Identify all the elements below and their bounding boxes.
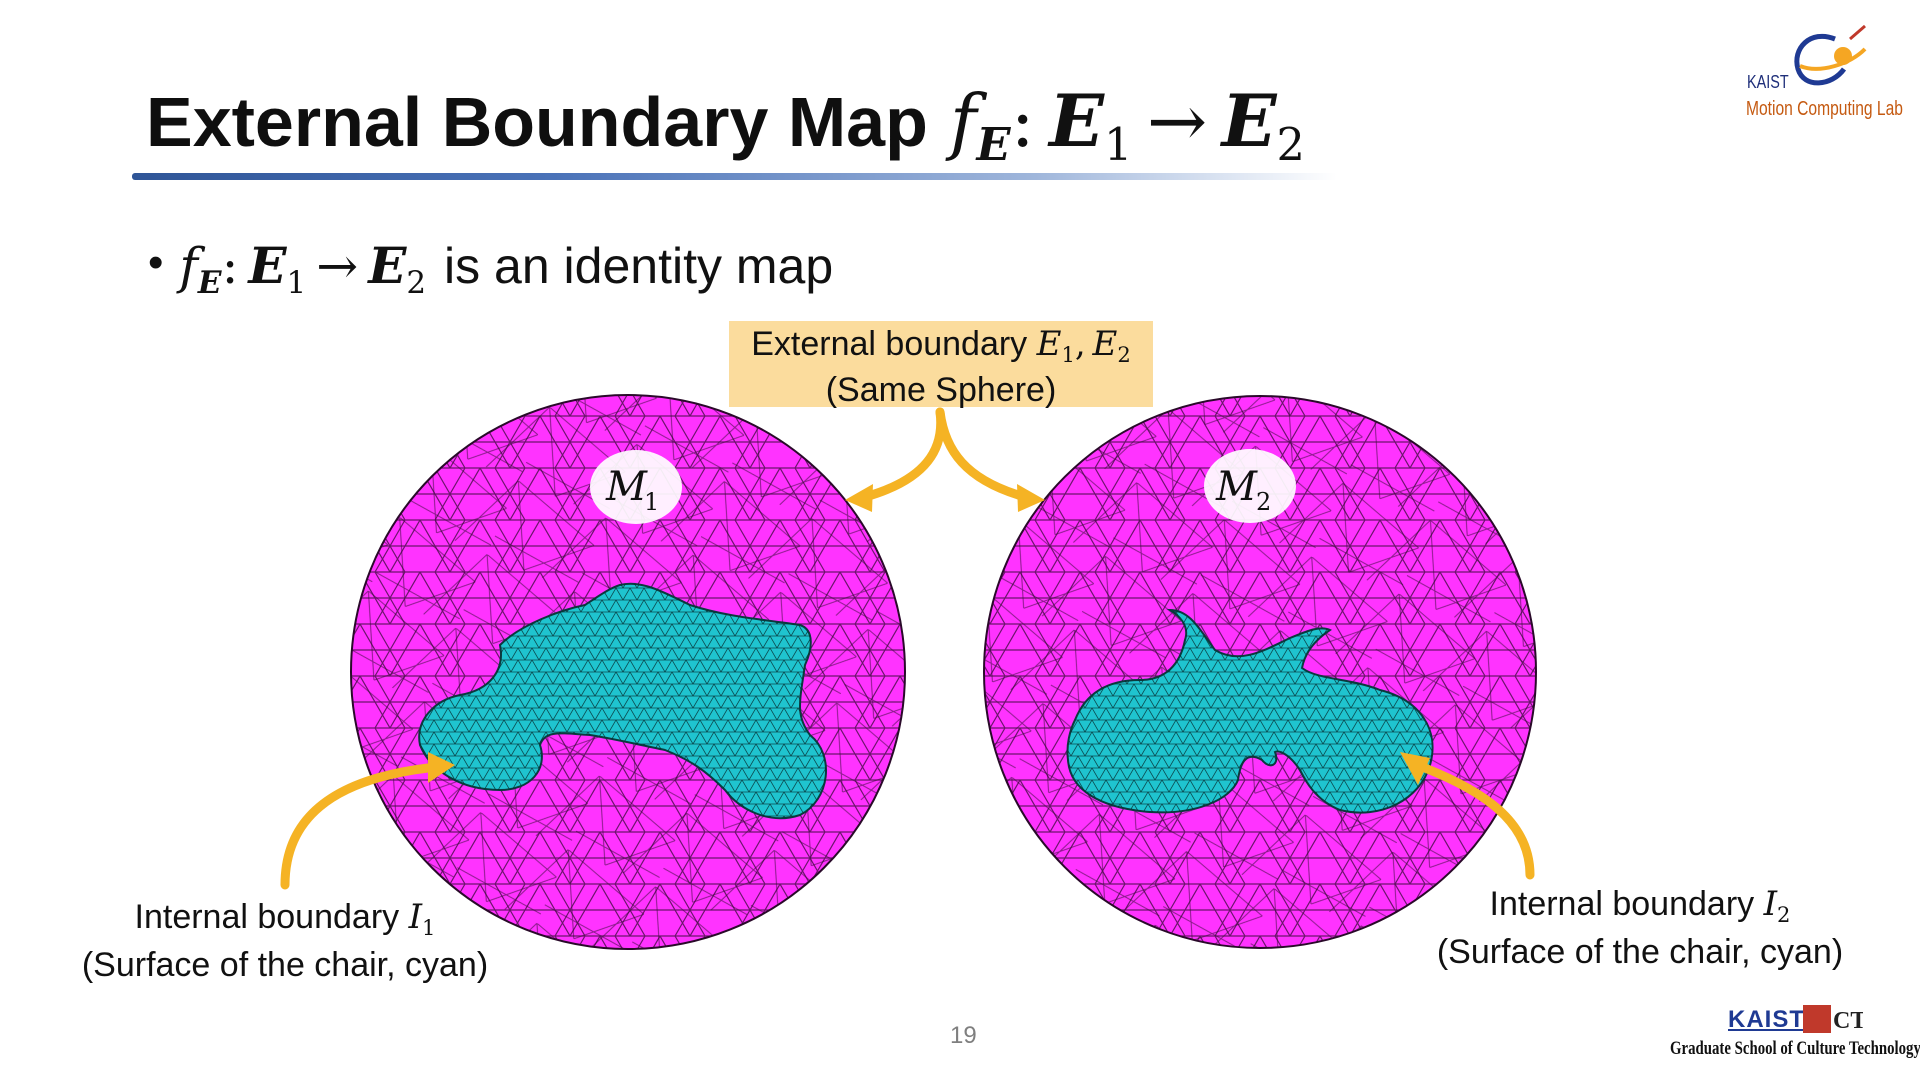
title-domain-sub: 1 [1104, 119, 1133, 172]
caption-left-sub: 1 [422, 914, 436, 940]
title-codomain-sub: 2 [1276, 119, 1305, 172]
logo-kaist-bottom: KAIST [1728, 1006, 1805, 1033]
callout-line1-text: External boundary [751, 325, 1028, 363]
caption-left-math: I [408, 897, 423, 937]
bullet-domain: E [248, 236, 287, 295]
sphere-left: M 1 [350, 394, 906, 950]
arrow-internal-right [1420, 763, 1535, 880]
slide-title-text: External Boundary Map [146, 83, 928, 161]
callout-line2: (Same Sphere) [825, 371, 1057, 409]
logo-ct-text: CT [1833, 1008, 1863, 1033]
bullet-item: • fE: E1 → E2 is an identity map [148, 236, 834, 301]
bullet-f: f [179, 237, 198, 295]
page-number: 19 [950, 1022, 977, 1049]
callout-line1: External boundary E1, E2 [729, 323, 1153, 369]
ct-logo-icon: CT [1803, 1005, 1863, 1033]
bullet-domain-sub: 1 [286, 264, 307, 301]
bullet-colon: : [221, 237, 239, 295]
bullet-f-sub: E [197, 264, 222, 301]
logo-lab-name: Motion Computing Lab [1746, 98, 1903, 120]
title-f: f [949, 79, 977, 163]
callout-e1: E [1036, 324, 1062, 364]
arrow-internal-left [280, 763, 433, 890]
logo-school-name: Graduate School of Culture Technology [1670, 1038, 1920, 1059]
bullet-math: fE: E1 → E2 [179, 236, 426, 301]
caption-internal-right: Internal boundary I2 (Surface of the cha… [1410, 882, 1870, 974]
logo-dot-icon [1834, 47, 1852, 65]
sphere-right-label-sub: 2 [1256, 488, 1271, 516]
caption-right-sub: 2 [1777, 901, 1791, 927]
title-underline [132, 173, 1337, 180]
motion-computing-lab-logo [1794, 24, 1867, 86]
title-f-sub: E [976, 118, 1011, 172]
callout-arrows [860, 407, 1030, 502]
logo-kaist-top: KAIST [1747, 72, 1789, 92]
slide-title: External Boundary Map fE: E1 → E2 [146, 78, 1305, 188]
sphere-left-label-sub: 1 [644, 488, 659, 516]
callout-e1-sub: 1 [1061, 341, 1075, 367]
sphere-right: M 2 [983, 395, 1537, 949]
slide-title-math: fE: E1 → E2 [949, 78, 1305, 171]
title-codomain: E [1221, 78, 1277, 163]
arrow-internal-left-head [428, 752, 455, 783]
bullet-codomain-sub: 2 [406, 264, 427, 301]
bullet-codomain: E [368, 236, 407, 295]
arrow-head-left [845, 484, 873, 512]
caption-right-line2: (Surface of the chair, cyan) [1436, 933, 1844, 971]
title-arrow: → [1146, 79, 1208, 163]
title-domain: E [1049, 78, 1105, 163]
callout-sep: , [1074, 324, 1086, 364]
bullet-symbol: • [148, 238, 164, 287]
caption-left-line2: (Surface of the chair, cyan) [81, 946, 489, 984]
sphere-right-label: M [1215, 464, 1258, 510]
arrow-internal-right-head [1400, 752, 1430, 785]
title-colon: : [1010, 79, 1035, 163]
caption-right-math: I [1763, 884, 1778, 924]
callout-external-boundary: External boundary E1, E2 (Same Sphere) [729, 321, 1153, 409]
bullet-arrow: → [316, 237, 359, 295]
caption-internal-left: Internal boundary I1 (Surface of the cha… [60, 895, 510, 987]
caption-right-line1-text: Internal boundary [1489, 885, 1755, 923]
arrow-head-right [1017, 484, 1045, 512]
bullet-text: is an identity map [444, 238, 834, 294]
sphere-left-label: M [605, 464, 648, 510]
callout-e2-sub: 2 [1117, 341, 1131, 367]
caption-left-line1-text: Internal boundary [134, 898, 400, 936]
callout-e2: E [1092, 324, 1118, 364]
